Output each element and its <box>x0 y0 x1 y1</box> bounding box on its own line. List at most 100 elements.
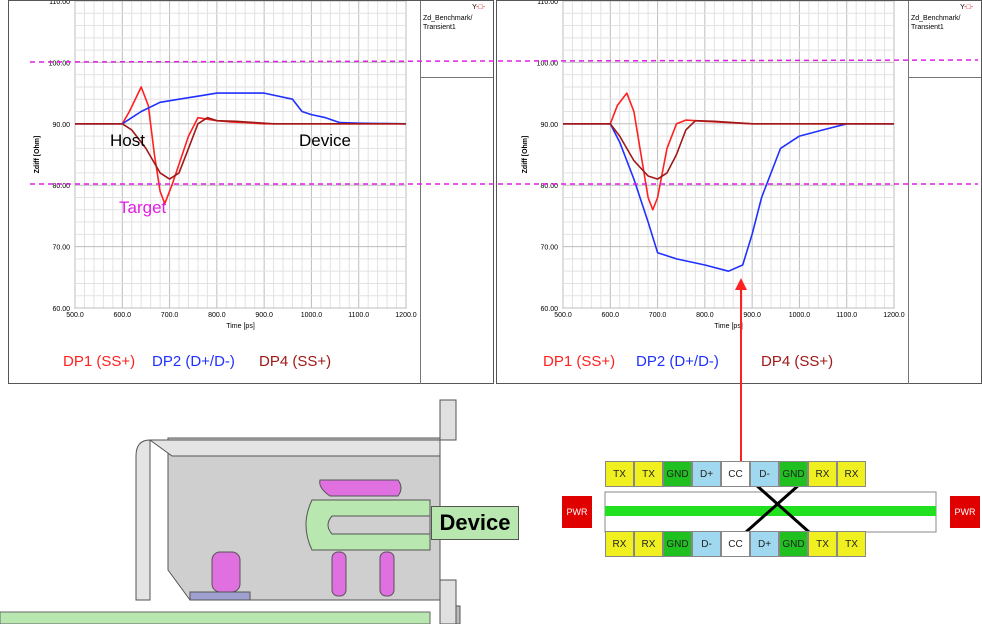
contact-magenta-bottom <box>211 551 241 593</box>
left-x-tick: 1100.0 <box>348 312 369 319</box>
left-x-tick: 600.0 <box>114 312 132 319</box>
bottom-pin-7: GND <box>779 531 808 557</box>
contact-pin-2 <box>379 551 395 597</box>
right-legend-line1: Zd_Benchmark/ <box>911 15 961 22</box>
left-series-line-2 <box>75 92 407 125</box>
pin-diagram-frame <box>604 491 937 533</box>
pin-row-bottom: RX RX GND D- CC D+ GND TX TX <box>605 531 866 557</box>
right-y-tick: 90.00 <box>540 122 558 129</box>
bottom-pin-1: RX <box>605 531 634 557</box>
bottom-pin-9: TX <box>837 531 866 557</box>
left-chart-panel: 500.0 600.0 700.0 800.0 900.0 1000.0 1100.0 120… <box>8 0 494 384</box>
shell-tab-top <box>439 399 457 441</box>
bottom-pin-2: RX <box>634 531 663 557</box>
right-x-tick: 800.0 <box>696 312 714 319</box>
right-series-line-3 <box>563 119 894 180</box>
right-y-tick: 80.00 <box>540 183 558 190</box>
contact-magenta-top <box>319 479 402 497</box>
left-y-tick: 90.00 <box>52 122 70 129</box>
right-legend: Y-□- Zd_Benchmark/ Transient1 <box>908 1 981 384</box>
top-pin-3: GND <box>663 461 692 487</box>
left-chart-plot: 500.0 600.0 700.0 800.0 900.0 1000.0 1100.0 120… <box>34 1 417 330</box>
right-x-axis-label: Time [ps] <box>714 323 743 330</box>
left-x-tick: 900.0 <box>255 312 273 319</box>
left-x-tick: 500.0 <box>66 312 84 319</box>
top-pin-2: TX <box>634 461 663 487</box>
annotation-host: Host <box>110 131 145 150</box>
left-series-dp2: DP2 (D+/D-) <box>152 353 235 370</box>
right-legend-y: Y-□- <box>960 4 973 11</box>
left-y-tick: 70.00 <box>52 245 70 252</box>
right-series-dp2: DP2 (D+/D-) <box>636 353 719 370</box>
contact-pin-1 <box>331 551 347 597</box>
pcb-edge-right <box>439 605 461 624</box>
right-legend-line2: Transient1 <box>911 24 944 31</box>
connector-shell-top <box>148 439 441 457</box>
left-x-tick: 1000.0 <box>301 312 323 319</box>
top-pin-8: RX <box>808 461 837 487</box>
left-plot-area <box>74 1 407 309</box>
top-pin-1: TX <box>605 461 634 487</box>
left-series-line-3 <box>75 116 406 180</box>
right-y-axis-label: Zdiff [Ohm] <box>522 136 529 174</box>
left-series-line-1 <box>75 86 406 205</box>
left-legend-separator <box>421 77 493 78</box>
right-x-tick: 1200.0 <box>883 312 905 319</box>
pwr-right: PWR <box>950 496 980 528</box>
left-y-tick: 110.00 <box>49 1 70 6</box>
right-legend-separator <box>909 77 981 78</box>
bottom-pin-3: GND <box>663 531 692 557</box>
annotation-target: Target <box>119 198 167 217</box>
pin-row-top: TX TX GND D+ CC D- GND RX RX <box>605 461 866 487</box>
top-pin-7: GND <box>779 461 808 487</box>
left-y-tick: 80.00 <box>52 183 70 190</box>
right-y-tick: 60.00 <box>540 306 558 313</box>
connector-shell-left <box>135 439 151 601</box>
right-y-tick: 100.00 <box>537 60 559 67</box>
gnd-bar <box>605 506 936 516</box>
bottom-pin-4: D- <box>692 531 721 557</box>
right-chart-plot: 500.0 600.0 700.0 800.0 900.0 1000.0 1100.0 120… <box>522 1 905 330</box>
top-pin-9: RX <box>837 461 866 487</box>
left-series-dp4: DP4 (SS+) <box>259 353 332 370</box>
annotation-device: Device <box>299 131 351 150</box>
right-x-tick: 700.0 <box>649 312 667 319</box>
left-x-axis-label: Time [ps] <box>226 323 255 330</box>
plug-tongue <box>305 499 431 551</box>
bottom-pin-5: CC <box>721 531 750 557</box>
right-series-line-2 <box>563 123 894 272</box>
right-x-tick: 600.0 <box>602 312 620 319</box>
right-plot-area <box>562 1 895 309</box>
shell-tab-bottom <box>439 579 457 624</box>
right-series-dp4: DP4 (SS+) <box>761 353 834 370</box>
right-legend-text: Zd_Benchmark/ Transient1 <box>911 14 960 32</box>
right-chart-panel: 500.0 600.0 700.0 800.0 900.0 1000.0 1100.0 120… <box>496 0 982 384</box>
right-series-dp1: DP1 (SS+) <box>543 353 616 370</box>
pwr-left: PWR <box>562 496 592 528</box>
left-y-tick: 60.00 <box>52 306 70 313</box>
left-legend-text: Zd_Benchmark/ Transient1 <box>423 14 472 32</box>
device-label: Device <box>431 506 519 540</box>
left-x-tick: 700.0 <box>161 312 179 319</box>
pad <box>189 591 251 601</box>
left-legend-line1: Zd_Benchmark/ <box>423 15 473 22</box>
left-x-tick: 800.0 <box>208 312 226 319</box>
bottom-pin-8: TX <box>808 531 837 557</box>
top-pin-6: D- <box>750 461 779 487</box>
right-x-tick: 1000.0 <box>789 312 811 319</box>
left-y-tick: 100.00 <box>49 60 71 67</box>
right-x-tick: 1100.0 <box>836 312 857 319</box>
left-x-tick: 1200.0 <box>395 312 417 319</box>
bottom-pin-6: D+ <box>750 531 779 557</box>
right-y-tick: 110.00 <box>537 1 558 6</box>
right-y-tick: 70.00 <box>540 245 558 252</box>
left-series-dp1: DP1 (SS+) <box>63 353 136 370</box>
left-legend-y: Y-□- <box>472 4 485 11</box>
right-x-tick: 500.0 <box>554 312 572 319</box>
connector-housing <box>167 437 441 601</box>
left-legend: Y-□- Zd_Benchmark/ Transient1 <box>420 1 493 384</box>
pcb-board <box>0 611 431 624</box>
top-pin-5: CC <box>721 461 750 487</box>
top-pin-4: D+ <box>692 461 721 487</box>
left-legend-line2: Transient1 <box>423 24 456 31</box>
